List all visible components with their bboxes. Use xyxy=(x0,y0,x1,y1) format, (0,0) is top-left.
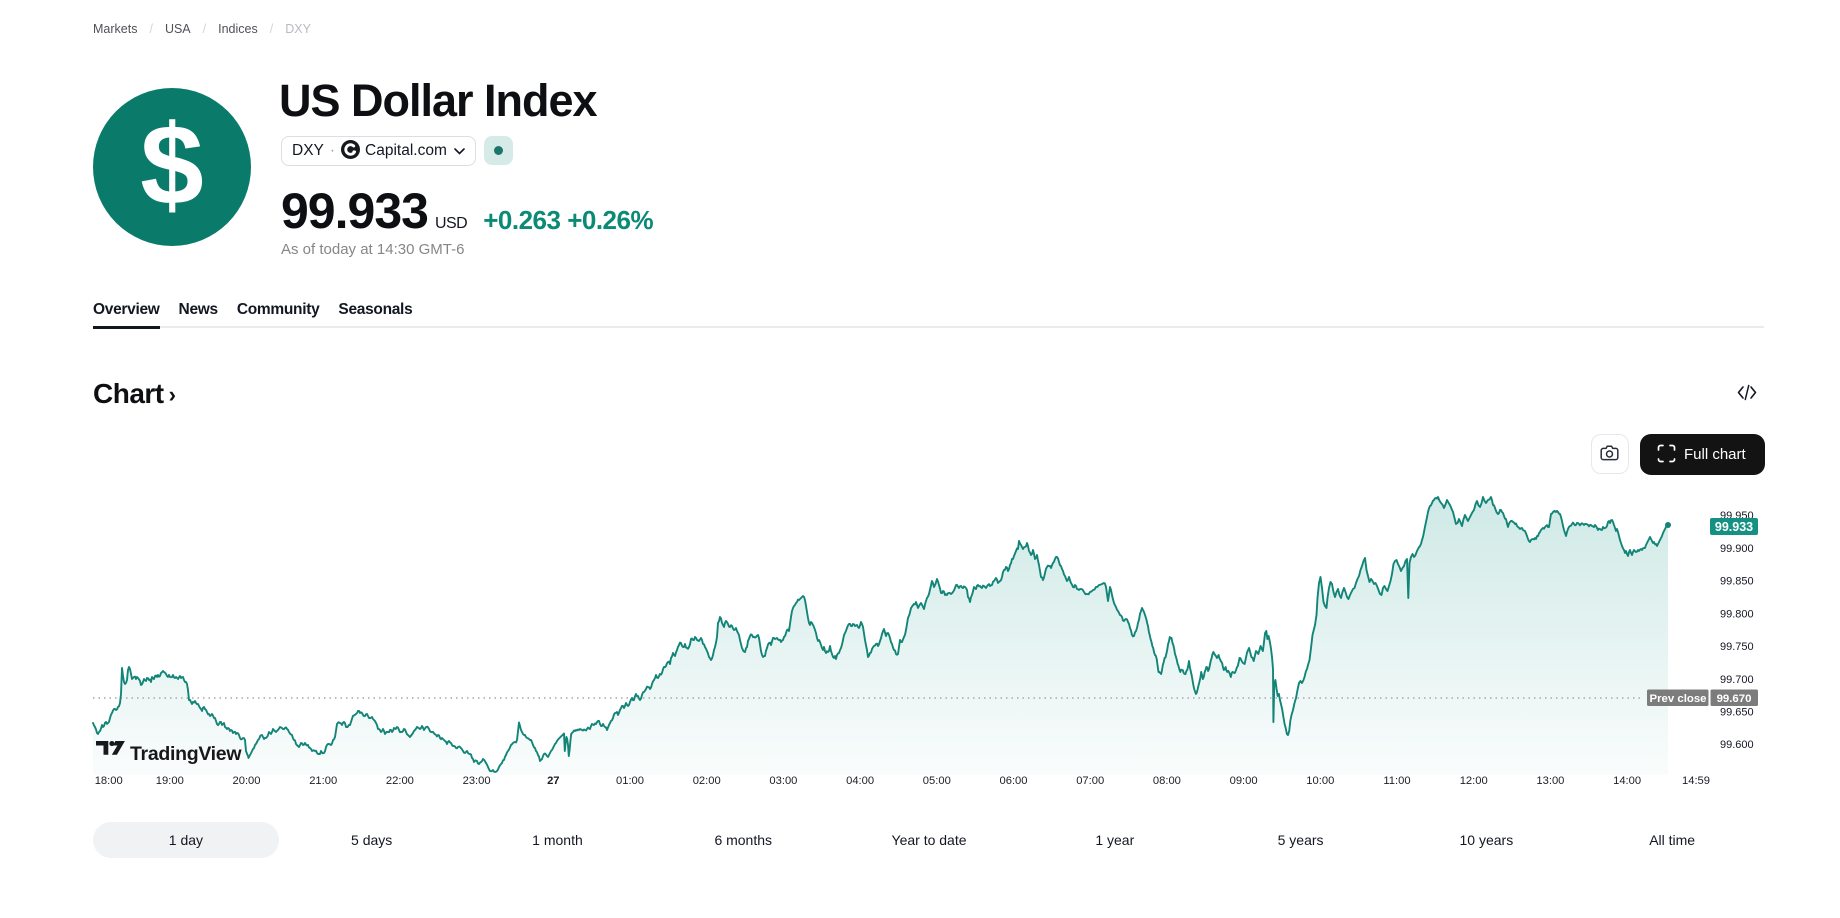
svg-text:99.933: 99.933 xyxy=(1715,520,1753,534)
svg-text:23:00: 23:00 xyxy=(463,775,491,787)
svg-text:TradingView: TradingView xyxy=(130,743,242,765)
svg-text:99.850: 99.850 xyxy=(1720,576,1754,588)
svg-text:22:00: 22:00 xyxy=(386,775,414,787)
svg-text:21:00: 21:00 xyxy=(309,775,337,787)
svg-text:18:00: 18:00 xyxy=(95,775,123,787)
svg-text:99.900: 99.900 xyxy=(1720,543,1754,555)
svg-text:02:00: 02:00 xyxy=(693,775,721,787)
svg-text:10:00: 10:00 xyxy=(1306,775,1334,787)
svg-text:01:00: 01:00 xyxy=(616,775,644,787)
svg-text:99.650: 99.650 xyxy=(1720,707,1754,719)
svg-text:99.700: 99.700 xyxy=(1720,674,1754,686)
svg-text:03:00: 03:00 xyxy=(769,775,797,787)
svg-text:09:00: 09:00 xyxy=(1230,775,1258,787)
svg-text:11:00: 11:00 xyxy=(1383,775,1410,787)
svg-text:12:00: 12:00 xyxy=(1460,775,1488,787)
svg-text:14:00: 14:00 xyxy=(1613,775,1641,787)
svg-text:05:00: 05:00 xyxy=(923,775,951,787)
svg-text:Prev close: Prev close xyxy=(1650,693,1707,705)
svg-text:27: 27 xyxy=(547,775,559,787)
svg-text:13:00: 13:00 xyxy=(1536,775,1564,787)
svg-text:07:00: 07:00 xyxy=(1076,775,1104,787)
svg-text:04:00: 04:00 xyxy=(846,775,874,787)
svg-text:06:00: 06:00 xyxy=(1000,775,1028,787)
svg-text:08:00: 08:00 xyxy=(1153,775,1181,787)
svg-text:14:59: 14:59 xyxy=(1682,775,1710,787)
svg-text:19:00: 19:00 xyxy=(156,775,184,787)
svg-text:99.670: 99.670 xyxy=(1717,693,1752,705)
svg-text:99.750: 99.750 xyxy=(1720,641,1754,653)
svg-text:99.600: 99.600 xyxy=(1720,739,1754,751)
svg-text:99.800: 99.800 xyxy=(1720,608,1754,620)
svg-text:20:00: 20:00 xyxy=(233,775,261,787)
